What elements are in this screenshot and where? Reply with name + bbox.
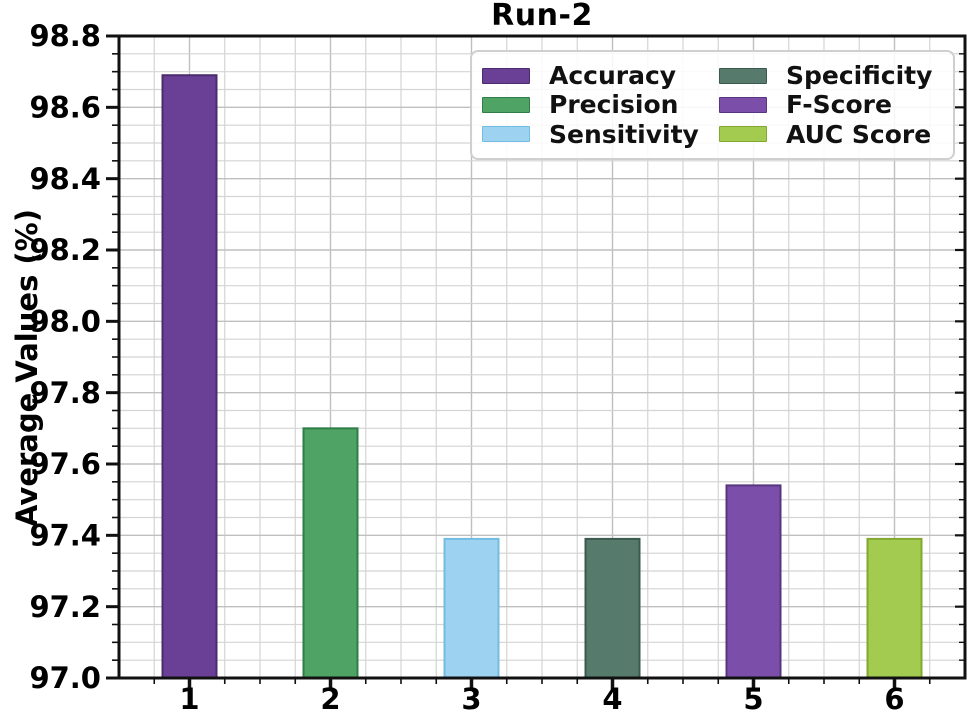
- legend-item-sensitivity: Sensitivity: [482, 120, 713, 149]
- legend-item-accuracy: Accuracy: [482, 61, 713, 90]
- y-tick-label: 98.2: [29, 233, 101, 267]
- legend-swatch-sensitivity: [482, 126, 530, 143]
- legend-item-specificity: Specificity: [718, 61, 939, 91]
- x-tick-label: 2: [320, 682, 340, 714]
- y-tick-label: 98.4: [29, 162, 101, 196]
- chart-title: Run-2: [491, 0, 593, 33]
- legend-label-specificity: Specificity: [785, 61, 933, 91]
- y-tick-label: 97.2: [29, 590, 101, 624]
- y-tick-label: 98.8: [29, 19, 101, 53]
- legend-label-auc-score: AUC Score: [785, 119, 932, 149]
- legend-swatch-accuracy: [482, 67, 530, 84]
- x-tick-label: 4: [602, 682, 622, 714]
- y-tick-label: 98.6: [29, 90, 101, 124]
- x-tick-label: 3: [461, 682, 481, 714]
- y-tick-label: 97.4: [29, 518, 101, 552]
- bar-precision: [302, 427, 359, 680]
- legend-swatch-f-score: [718, 96, 767, 113]
- bar-sensitivity: [443, 537, 500, 680]
- legend-swatch-auc-score: [718, 126, 767, 143]
- x-tick-label: 6: [884, 682, 904, 714]
- bar-accuracy: [161, 74, 218, 679]
- legend-label-sensitivity: Sensitivity: [549, 119, 699, 149]
- y-tick-label: 98.0: [29, 304, 101, 338]
- legend-label-accuracy: Accuracy: [549, 61, 677, 91]
- legend-label-precision: Precision: [549, 90, 679, 120]
- y-tick-label: 97.8: [29, 376, 101, 410]
- legend-swatch-specificity: [718, 67, 767, 84]
- bar-specificity: [584, 537, 641, 680]
- y-tick-label: 97.0: [29, 661, 101, 695]
- legend-label-f-score: F-Score: [785, 90, 892, 120]
- legend-swatch-precision: [482, 96, 530, 113]
- x-tick-label: 1: [179, 682, 199, 714]
- legend-item-auc-score: AUC Score: [718, 119, 939, 149]
- bar-f-score: [725, 484, 782, 679]
- y-tick-label: 97.6: [29, 447, 101, 481]
- legend: Accuracy Precision Sensitivity Specificity F…: [470, 50, 955, 160]
- x-tick-label: 5: [743, 682, 763, 714]
- legend-item-precision: Precision: [482, 90, 713, 119]
- legend-item-f-score: F-Score: [718, 90, 939, 120]
- bar-auc-score: [866, 537, 923, 680]
